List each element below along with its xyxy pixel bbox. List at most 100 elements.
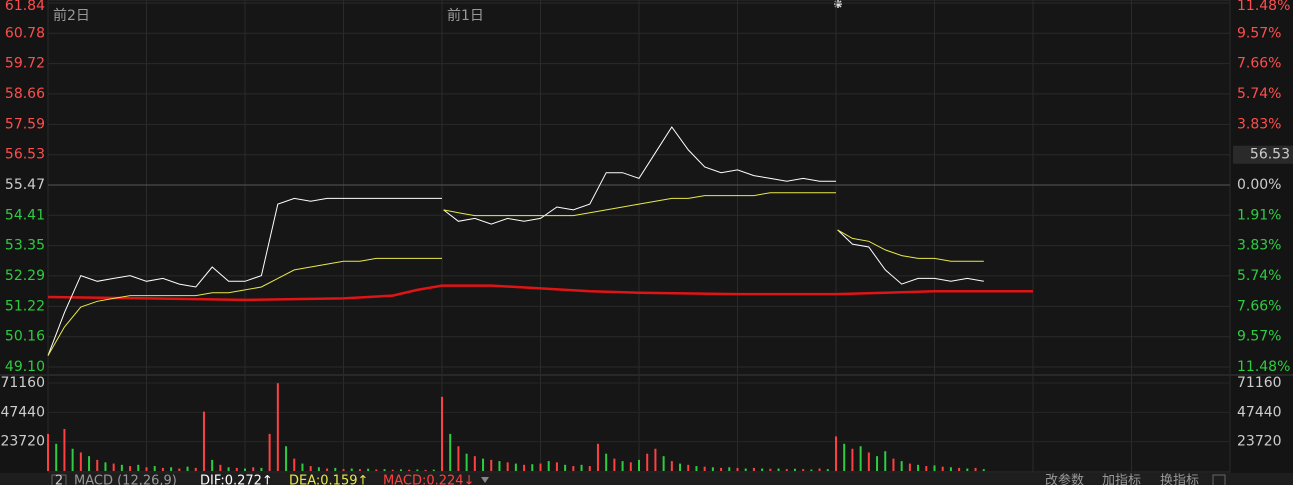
day-label: 前2日 <box>53 7 90 24</box>
volume-bar <box>104 462 107 471</box>
volume-bar <box>317 467 320 471</box>
volume-bar <box>596 443 599 471</box>
volume-bar <box>235 467 238 471</box>
dropdown-icon[interactable] <box>481 477 489 483</box>
volume-bar <box>933 465 936 471</box>
y-tick-label: 61.84 <box>5 0 45 14</box>
settings-box[interactable] <box>1212 474 1226 485</box>
volume-bar <box>342 469 345 471</box>
y2-tick-label: 3.83% <box>1237 116 1281 132</box>
volume-bar <box>966 468 969 471</box>
volume-bar <box>47 433 49 471</box>
volume-bar <box>120 464 123 471</box>
volume-bar <box>752 467 755 471</box>
volume-bar <box>465 453 468 471</box>
volume-bar <box>802 469 805 471</box>
volume-bar <box>432 469 435 471</box>
price-line <box>837 229 984 262</box>
volume-bar <box>605 453 608 471</box>
volume-bar <box>925 466 928 471</box>
volume-bar <box>473 456 476 471</box>
volume-bar <box>260 467 263 471</box>
volume-bar <box>367 468 370 471</box>
volume-bar <box>170 467 173 471</box>
volume-bar <box>219 464 222 471</box>
volume-bar <box>843 443 846 471</box>
volume-bar <box>399 469 402 471</box>
y2-tick-label: 5.74% <box>1237 86 1281 102</box>
y2-tick-label: 7.66% <box>1237 56 1281 72</box>
volume-bar <box>679 463 682 471</box>
button[interactable]: 换指标 <box>1160 474 1199 485</box>
volume-bar <box>194 467 197 471</box>
volume-bar <box>638 459 640 471</box>
volume-bar <box>744 468 747 471</box>
dea-value: DEA:0.159↑ <box>289 474 368 485</box>
volume-bar <box>958 467 961 471</box>
volume-bar <box>974 467 977 471</box>
moving-average-line <box>47 284 1033 302</box>
y-tick-label: 59.72 <box>5 56 45 72</box>
indicator-index[interactable]: 2 <box>55 474 63 485</box>
volume-bar <box>720 467 723 471</box>
volume-bar <box>383 469 386 471</box>
volume-bar <box>646 453 649 471</box>
volume-bar <box>137 464 140 471</box>
volume-bar <box>145 467 148 471</box>
price-line <box>837 229 984 285</box>
volume-bar <box>202 411 205 471</box>
y-tick-label: 50.16 <box>5 329 45 345</box>
current-time-marker <box>834 0 842 8</box>
volume-bar <box>350 468 353 471</box>
volume-bar <box>687 464 690 471</box>
button[interactable]: 改参数 <box>1045 473 1084 485</box>
volume-bar <box>892 458 895 471</box>
volume-bar <box>523 464 526 471</box>
volume-bar <box>276 383 279 471</box>
volume-bar <box>285 446 288 471</box>
y-tick-label: 52.29 <box>5 268 45 284</box>
volume-bar <box>391 469 394 471</box>
volume-bar <box>654 448 657 471</box>
volume-bar <box>55 443 58 471</box>
volume-tick-label-right: 23720 <box>1237 434 1282 450</box>
volume-bar <box>309 466 312 471</box>
volume-bar <box>736 467 739 471</box>
volume-bar <box>88 456 91 471</box>
button[interactable]: 加指标 <box>1102 474 1141 485</box>
volume-bar <box>301 463 304 471</box>
y2-tick-label: 9.57% <box>1237 329 1281 345</box>
volume-bar <box>884 451 887 471</box>
volume-bar <box>949 467 952 471</box>
macd-value: MACD:0.224↓ <box>383 474 474 485</box>
volume-bar <box>186 466 189 471</box>
volume-bar <box>457 446 460 471</box>
volume-bar <box>867 452 870 471</box>
indicator-index-box[interactable] <box>51 474 67 485</box>
volume-tick-label: 23720 <box>0 434 45 450</box>
volume-bar <box>293 458 296 471</box>
y-tick-label: 57.59 <box>5 116 45 132</box>
volume-bar <box>424 469 427 471</box>
volume-bar <box>818 468 821 471</box>
volume-bar <box>227 467 230 471</box>
volume-bar <box>161 467 164 471</box>
volume-bar <box>244 468 246 471</box>
volume-bar <box>416 469 419 471</box>
volume-bar <box>613 458 616 471</box>
volume-bar <box>547 461 550 471</box>
y2-tick-label: 5.74% <box>1237 268 1281 284</box>
volume-tick-label-right: 47440 <box>1237 404 1282 420</box>
volume-bar <box>695 466 698 471</box>
indicator-name: MACD (12,26,9) <box>74 474 177 485</box>
volume-bar <box>252 467 255 471</box>
volume-bar <box>982 469 985 471</box>
y2-tick-label: 7.66% <box>1237 298 1281 314</box>
volume-bar <box>506 462 509 471</box>
volume-bar <box>810 469 813 471</box>
y-tick-label: 54.41 <box>5 207 45 223</box>
volume-tick-label-right: 71160 <box>1237 375 1282 391</box>
volume-bar <box>876 456 879 471</box>
y2-tick-label: 3.83% <box>1237 238 1281 254</box>
